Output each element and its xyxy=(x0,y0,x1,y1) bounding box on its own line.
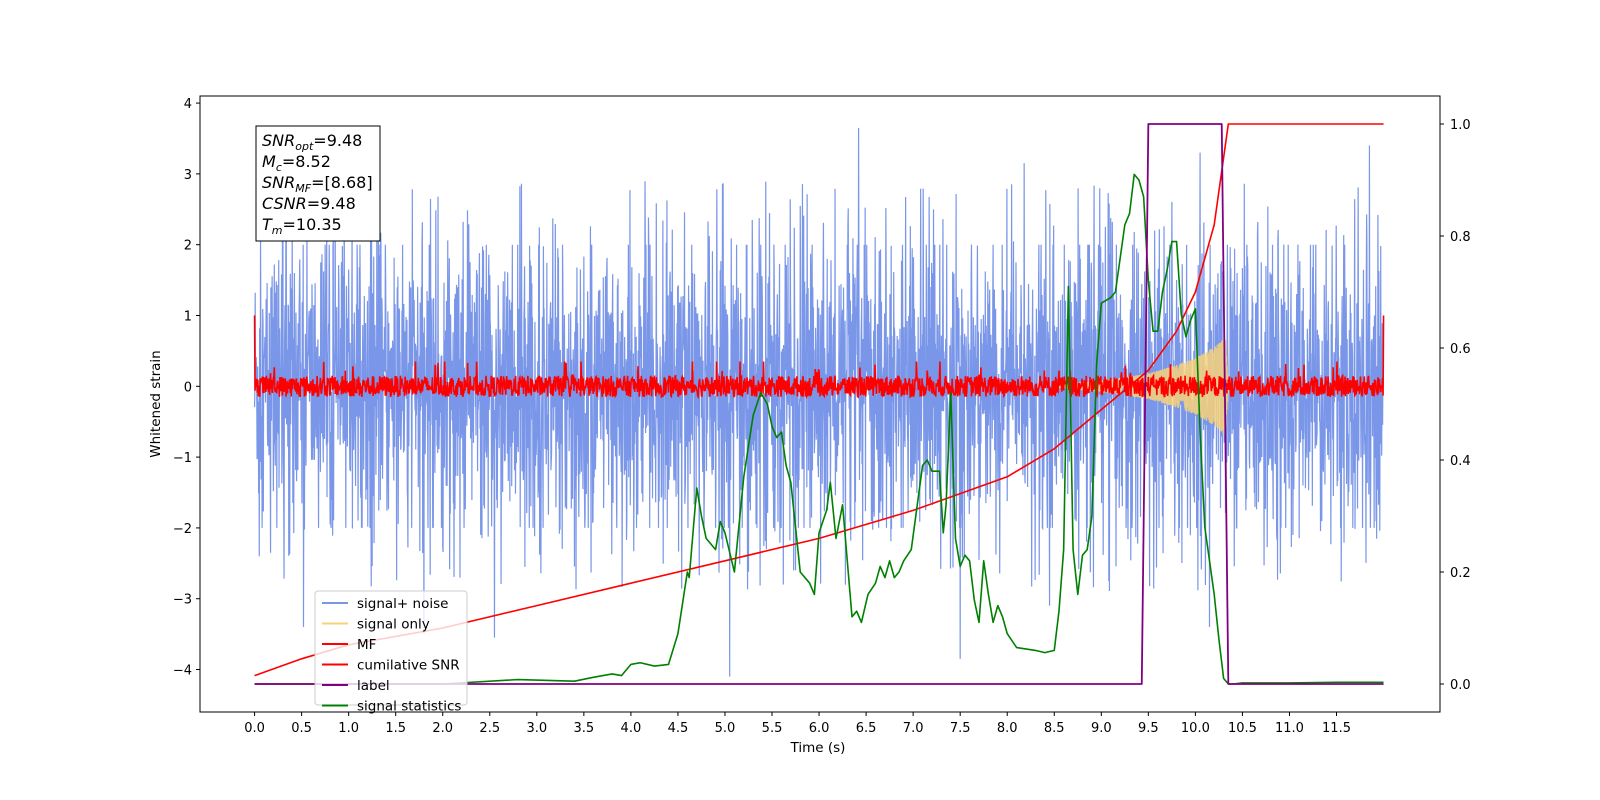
y-left-tick-label: 0 xyxy=(184,380,192,395)
series-signal-statistics-line xyxy=(254,173,1384,685)
legend-label: signal+ noise xyxy=(357,596,448,612)
annotation-line: SNRopt=9.48 xyxy=(262,131,362,153)
plot-frame xyxy=(199,95,1441,713)
x-tick-label: 2.0 xyxy=(432,721,453,736)
series-mf-line xyxy=(253,315,1385,400)
annotation-frame xyxy=(255,125,381,242)
x-tick-label: 9.0 xyxy=(1091,721,1112,736)
y-right-tick-label: 0.6 xyxy=(1450,342,1471,357)
x-tick-label: 2.5 xyxy=(479,721,500,736)
legend-label: MF xyxy=(357,637,376,653)
x-tick-label: 8.5 xyxy=(1044,721,1065,736)
y-axis-label: Whitened strain xyxy=(148,350,164,457)
x-tick-label: 10.5 xyxy=(1228,721,1257,736)
x-axis-label: Time (s) xyxy=(790,740,846,756)
y-right-tick-label: 0.8 xyxy=(1450,230,1471,245)
x-axis: 0.0 0.5 1.0 1.5 2.0 2.5 3.0 3.5 4.0 4.5 5.0 5.5 6.0 6… xyxy=(244,712,1351,736)
y-left-tick-label: −1 xyxy=(173,451,192,466)
x-tick-label: 11.0 xyxy=(1275,721,1304,736)
annotation-line: Mc=8.52 xyxy=(262,152,331,174)
x-tick-label: 0.0 xyxy=(244,721,265,736)
x-tick-label: 5.0 xyxy=(715,721,736,736)
y-left-tick-label: −2 xyxy=(173,522,192,537)
x-tick-label: 3.0 xyxy=(526,721,547,736)
legend-label: label xyxy=(357,678,390,694)
y-left-tick-label: −3 xyxy=(173,593,192,608)
y-right-tick-label: 0.0 xyxy=(1450,678,1471,693)
y-right-tick-label: 0.2 xyxy=(1450,566,1471,581)
legend-frame xyxy=(314,590,468,706)
y-left-tick-label: 2 xyxy=(184,239,192,254)
x-tick-label: 3.5 xyxy=(574,721,595,736)
x-tick-label: 8.0 xyxy=(997,721,1018,736)
y-axis-left: 4 3 2 1 0 −1 −2 −3 −4 xyxy=(173,97,200,679)
annotation-line: CSNR=9.48 xyxy=(262,194,356,213)
y-left-tick-label: 4 xyxy=(184,97,192,112)
legend-label: cumilative SNR xyxy=(357,658,460,674)
x-tick-label: 6.0 xyxy=(809,721,830,736)
annotation-line: SNRMF=[8.68] xyxy=(262,173,373,195)
x-tick-label: 9.5 xyxy=(1138,721,1159,736)
x-tick-label: 7.5 xyxy=(950,721,971,736)
x-tick-label: 5.5 xyxy=(762,721,783,736)
x-tick-label: 11.5 xyxy=(1322,721,1351,736)
y-left-tick-label: −4 xyxy=(173,664,192,679)
y-right-tick-label: 0.4 xyxy=(1450,454,1471,469)
x-tick-label: 4.0 xyxy=(621,721,642,736)
x-tick-label: 7.0 xyxy=(903,721,924,736)
y-left-tick-label: 3 xyxy=(184,168,192,183)
x-tick-label: 6.5 xyxy=(856,721,877,736)
x-tick-label: 4.5 xyxy=(668,721,689,736)
x-tick-label: 0.5 xyxy=(291,721,312,736)
y-left-tick-label: 1 xyxy=(184,309,192,324)
annotation-line: Tm=10.35 xyxy=(262,215,342,237)
y-axis-right: 1.0 0.8 0.6 0.4 0.2 0.0 xyxy=(1440,118,1471,693)
legend-label: signal only xyxy=(357,617,430,633)
series-label-line xyxy=(254,123,1384,685)
legend-label: signal statistics xyxy=(357,699,461,715)
legend: signal+ noise signal only MF cumilative SNR… xyxy=(314,590,468,715)
x-tick-label: 1.0 xyxy=(338,721,359,736)
y-right-tick-label: 1.0 xyxy=(1450,118,1471,133)
x-tick-label: 1.5 xyxy=(385,721,406,736)
x-tick-label: 10.0 xyxy=(1181,721,1210,736)
